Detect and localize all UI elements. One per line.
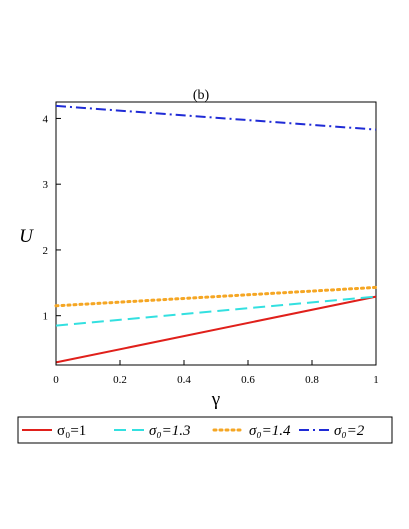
x-axis-ticks: 0 0.2 0.4 0.6 0.8 1: [53, 360, 379, 386]
series-line-2: [55, 295, 377, 327]
y-tick-label: 2: [43, 245, 49, 257]
x-tick-label: 0: [53, 374, 59, 386]
y-tick-label: 3: [43, 179, 49, 191]
legend-label-2: σ₀=1.3: [149, 423, 190, 439]
y-axis-ticks: 1 2 3 4: [43, 113, 61, 323]
x-tick-label: 0.8: [305, 374, 319, 386]
series-line-1: [55, 295, 377, 364]
series-line-4: [55, 104, 377, 131]
series-group: [54, 104, 378, 364]
legend-label-1: σ₀=1: [57, 423, 86, 439]
x-tick-label: 0.6: [241, 374, 255, 386]
legend-label-3: σ₀=1.4: [249, 423, 291, 439]
x-tick-label: 0.2: [113, 374, 127, 386]
x-axis-label: γ: [211, 389, 220, 410]
x-tick-label: 1: [373, 374, 379, 386]
legend: [17, 416, 393, 444]
plot-frame: [55, 101, 377, 366]
legend-label-4: σ₀=2: [334, 423, 365, 439]
chart-title: (b): [193, 88, 210, 103]
y-tick-label: 1: [43, 311, 49, 323]
y-axis-label: U: [19, 226, 34, 247]
x-tick-label: 0.4: [177, 374, 191, 386]
series-line-3: [54, 285, 378, 308]
legend-items: σ₀=1 σ₀=1.3 σ₀=1.4 σ₀=2: [22, 423, 365, 439]
y-tick-label: 4: [43, 113, 49, 125]
